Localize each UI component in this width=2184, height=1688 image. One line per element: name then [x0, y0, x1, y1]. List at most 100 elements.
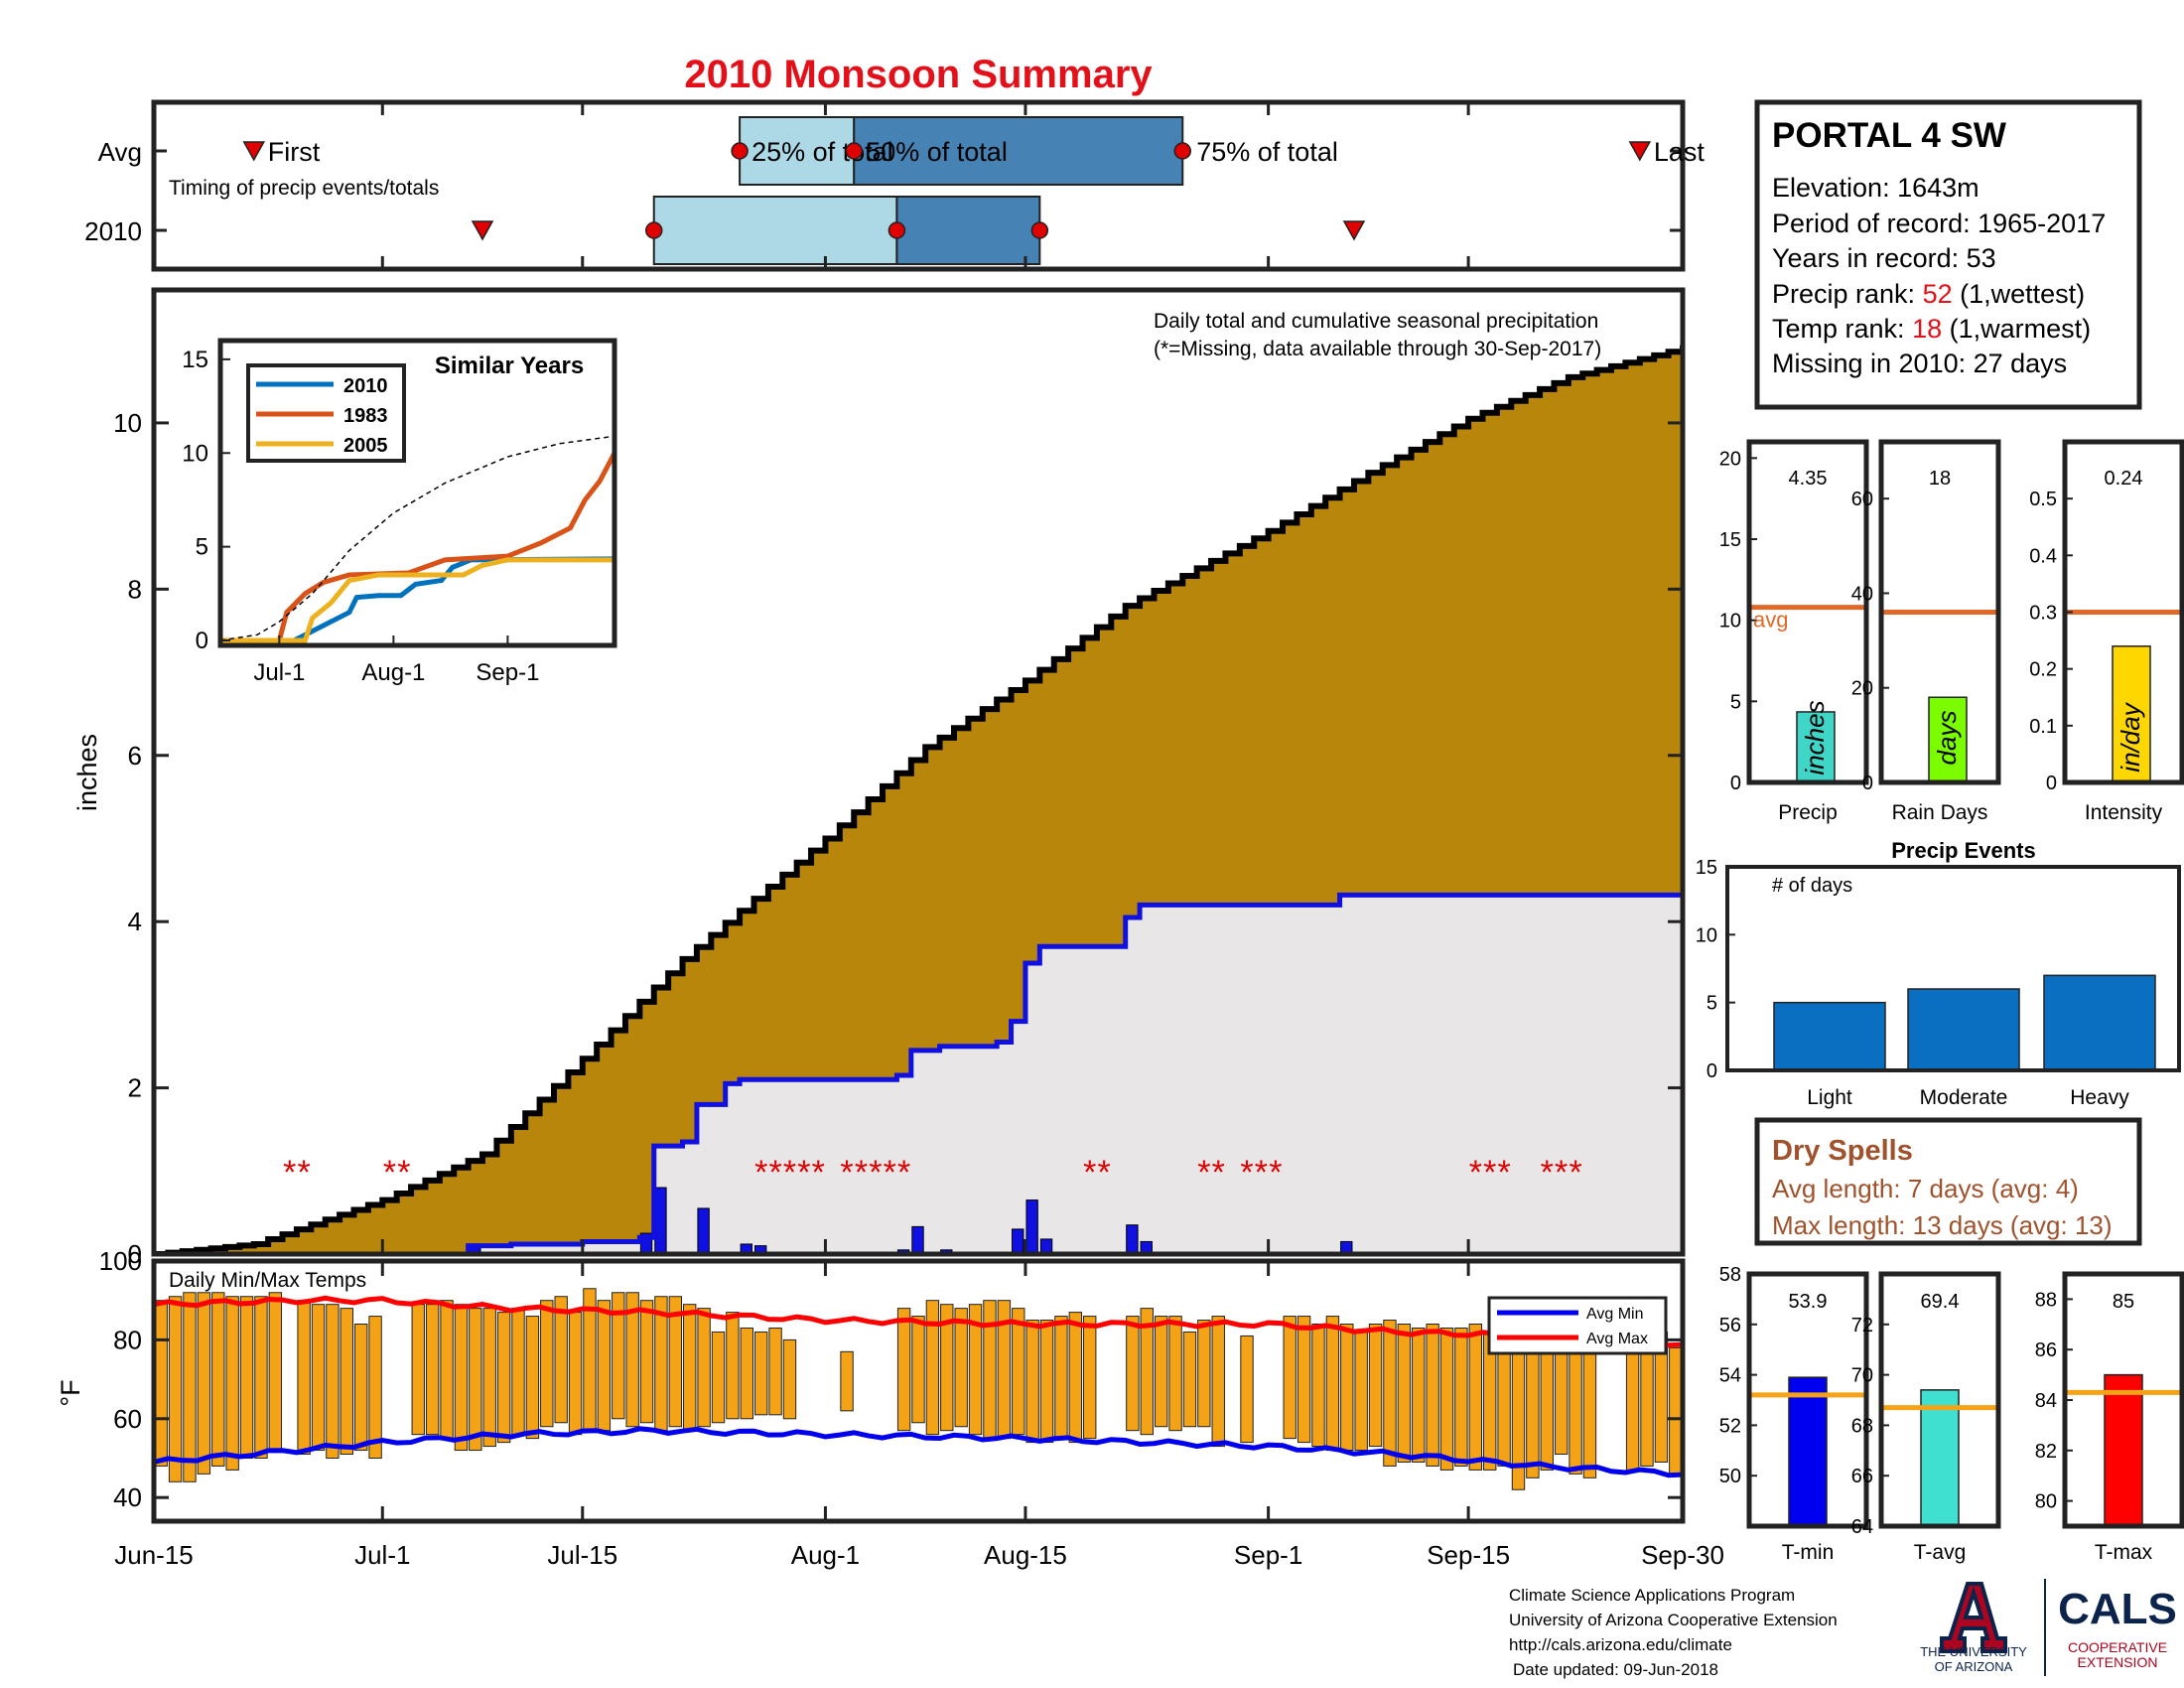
legend-avg-max-label: Avg Max: [1586, 1331, 1648, 1347]
mini-temp-ytick-label: 72: [1851, 1315, 1873, 1336]
daily-precip-bar: [1140, 1240, 1153, 1254]
missing-star: *: [298, 1154, 311, 1192]
temp-bar: [983, 1300, 997, 1440]
mini-temp-1: 64 66 68 70 72 69.4 T-avg: [1851, 1271, 2001, 1564]
legend-label-2005: 2005: [343, 435, 388, 457]
temp-bar: [668, 1296, 683, 1428]
temp-bar: [1197, 1320, 1211, 1428]
x-tick-label: Sep-1: [1234, 1540, 1302, 1570]
temp-bar: [411, 1304, 425, 1436]
mini-ytick-label: 40: [1851, 583, 1873, 605]
mini-precip-value: 0.24: [2105, 468, 2143, 490]
avg-max-line: [154, 1295, 1683, 1348]
legend-label-1983: 1983: [343, 405, 388, 427]
inset-ytick-label: 5: [196, 534, 208, 561]
timing-first-label: First: [268, 137, 321, 167]
mini-temp-xlabel: T-max: [2095, 1541, 2153, 1564]
mini-ytick-label: 20: [1851, 678, 1873, 700]
mini-precip-xlabel: Precip: [1778, 801, 1838, 824]
daily-precip-bar: [1012, 1228, 1024, 1254]
mini-precip-xlabel: Intensity: [2085, 801, 2163, 824]
event-bar-moderate: [1907, 988, 2020, 1071]
ua-a-icon: [1940, 1582, 2007, 1653]
missing-star: *: [383, 1154, 396, 1192]
ytick-label: 6: [128, 741, 142, 771]
x-tick-label: Jul-1: [354, 1540, 410, 1570]
station-elevation: Elevation: 1643m: [1772, 173, 1979, 203]
mini-precip-frame: [1878, 439, 2001, 785]
mini-ytick-label: 5: [1730, 691, 1741, 713]
missing-star: *: [1541, 1154, 1554, 1192]
timing-caption: Timing of precip events/totals: [169, 177, 439, 200]
mini-temp-ytick-label: 58: [1719, 1264, 1741, 1286]
mini-precip-bar: [1796, 711, 1836, 783]
ytick-label: 8: [128, 574, 142, 604]
temp-bar: [1397, 1324, 1412, 1463]
temp-bar: [911, 1316, 925, 1424]
daily-precip-bars: [469, 1187, 1353, 1254]
temp-bar: [840, 1350, 854, 1412]
daily-temp-bars: [154, 1288, 1683, 1490]
temp-bar: [469, 1308, 482, 1452]
missing-day-markers: * * * * * * * * * * * * * * * * * * * * * * * * * * *: [283, 1154, 1582, 1192]
inset-average-line: [219, 435, 615, 641]
events-xtick-label: Light: [1807, 1086, 1852, 1109]
temp-bar: [268, 1292, 283, 1452]
temp-bar: [297, 1300, 311, 1456]
temp-bar: [968, 1304, 983, 1436]
mini-precip-value: 18: [1929, 468, 1951, 490]
missing-star: *: [1269, 1154, 1282, 1192]
temps-label: Daily Min/Max Temps: [169, 1269, 366, 1292]
inset-line-1983: [220, 452, 617, 643]
dry-spells-avg: Avg length: 7 days (avg: 4): [1772, 1174, 2079, 1203]
mini-temp-ytick-label: 82: [2035, 1441, 2057, 1463]
temp-bar: [683, 1304, 697, 1432]
temp-bar: [168, 1296, 183, 1482]
legend-label-2010: 2010: [343, 375, 388, 397]
first-marker: [242, 141, 266, 162]
missing-star: *: [1083, 1154, 1096, 1192]
p25-marker: [644, 221, 663, 239]
daily-precip-bar: [911, 1225, 924, 1254]
missing-star: *: [1097, 1154, 1110, 1192]
similar-years-inset: 0 5 10 15 Jul-1 Aug-1 Sep-1 Similar Years 2010…: [182, 338, 617, 686]
daily-precip-bar: [1340, 1240, 1353, 1254]
events-bars: [1773, 974, 2156, 1071]
temp-bar: [639, 1300, 654, 1424]
temp-bar: [1311, 1324, 1325, 1448]
daily-precip-bar: [1025, 1199, 1038, 1254]
events-frame: [1725, 865, 2181, 1072]
mini-temp-ytick-label: 66: [1851, 1466, 1873, 1487]
temp-bar: [1140, 1308, 1154, 1436]
events-ticks: 0 5 10 15 Light Moderate Heavy: [1696, 857, 2130, 1109]
mini-precip-unit: in/day: [2116, 701, 2145, 772]
temp-bar: [711, 1331, 726, 1424]
temp-bar: [511, 1308, 525, 1436]
mini-temp-0: 50 52 54 56 58 53.9 T-min: [1719, 1264, 1869, 1564]
date-x-ticks: Jun-15 Jul-1 Jul-15 Aug-1 Aug-15 Sep-1 Sep-15 S…: [114, 1239, 1724, 1570]
temp-bar: [311, 1304, 326, 1452]
events-xtick-label: Heavy: [2070, 1086, 2129, 1109]
mini-temp-xlabel: T-avg: [1914, 1541, 1967, 1564]
station-box: [1754, 99, 2142, 410]
mini-ytick-label: 20: [1719, 448, 1741, 470]
mini-precip-bar: [1928, 696, 1968, 783]
missing-star: *: [855, 1154, 868, 1192]
mini-temp-ytick-label: 84: [2035, 1390, 2057, 1412]
missing-star: *: [1240, 1154, 1253, 1192]
event-bar-heavy: [2043, 974, 2156, 1071]
mini-ytick-label: 60: [1851, 489, 1873, 510]
inset-xtick-label: Jul-1: [253, 659, 305, 686]
temp-bar: [1368, 1324, 1383, 1448]
inset-ytick-label: 15: [182, 347, 208, 373]
station-info: PORTAL 4 SW Elevation: 1643m Period of r…: [1754, 99, 2142, 410]
inset-title: Similar Years: [435, 352, 584, 379]
temp-bar: [954, 1308, 968, 1428]
temp-bar: [425, 1304, 440, 1436]
temp-bar: [1283, 1316, 1297, 1440]
x-tick-label: Aug-1: [791, 1540, 860, 1570]
temp-bar: [1454, 1327, 1468, 1467]
temp-bar: [211, 1292, 225, 1467]
